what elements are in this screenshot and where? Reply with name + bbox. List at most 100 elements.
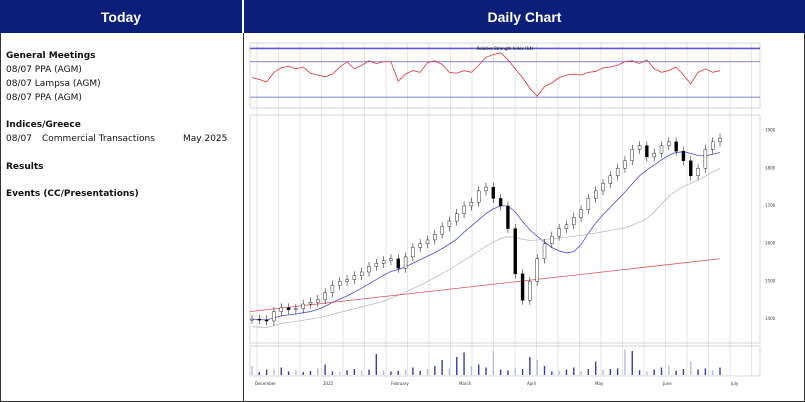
volume-bar (616, 368, 619, 375)
candle-body (367, 266, 371, 273)
candle-body (257, 318, 262, 321)
indices-heading: Indices/Greece (6, 120, 81, 130)
x-axis-label: 2025 (323, 381, 334, 386)
volume-bar (682, 369, 685, 375)
candle-body (286, 307, 291, 310)
volume-bar (331, 371, 334, 375)
volume-bar (719, 367, 721, 375)
index-period: May 2025 (183, 134, 228, 144)
candle-body (652, 152, 656, 158)
candle-body (433, 234, 437, 241)
volume-bar (507, 370, 509, 375)
volume-bar (543, 366, 546, 375)
candle-body (352, 275, 357, 280)
volume-bar (463, 352, 465, 375)
x-axis-label: December (255, 381, 276, 386)
candle-body (374, 263, 379, 267)
daily-chart-title: Daily Chart (487, 8, 562, 25)
candle-body (338, 281, 342, 286)
index-name: Commercial Transactions (42, 134, 155, 144)
volume-bar (368, 369, 370, 375)
rsi-frame (249, 42, 761, 109)
volume-bar (638, 370, 641, 375)
candle-body (586, 198, 591, 210)
volume-bar (295, 370, 297, 375)
volume-bar (646, 371, 648, 375)
volume-bar (412, 367, 414, 375)
y-tick-label: 1700 (765, 203, 776, 208)
candle-body (674, 141, 678, 152)
x-axis-label: March (459, 381, 472, 386)
candle-body (264, 319, 269, 322)
volume-bar (470, 366, 473, 375)
volume-bar (594, 361, 597, 375)
volume-bar (653, 369, 655, 375)
y-tick-label: 1400 (765, 316, 776, 321)
candle-body (601, 183, 605, 192)
candle-body (491, 186, 496, 199)
candle-body (272, 311, 276, 322)
y-tick-label: 1500 (765, 278, 776, 283)
volume-bar (456, 357, 458, 375)
candle-body (630, 149, 634, 161)
rsi-title: Relative Strength Index (14) (477, 46, 534, 51)
candle-body (542, 243, 547, 259)
x-axis-label: May (595, 381, 604, 386)
volume-bar (353, 369, 356, 375)
volume-bar (339, 372, 341, 375)
rsi-line (251, 52, 721, 97)
volume-bar (397, 370, 399, 375)
volume-bar (580, 370, 582, 375)
candle-body (689, 160, 693, 177)
today-header: Today (0, 0, 242, 33)
volume-bar (536, 360, 538, 375)
candle-body (535, 258, 539, 282)
volume-bar (419, 370, 421, 375)
volume-bar (346, 370, 348, 375)
candle-body (418, 243, 422, 248)
candle-body (579, 209, 583, 218)
price-frame (249, 114, 761, 344)
y-tick-label: 1900 (765, 128, 776, 133)
index-date: 08/07 (6, 134, 32, 144)
candle-body (593, 190, 598, 199)
candle-body (681, 151, 686, 161)
volume-bar (675, 370, 677, 375)
candle-body (520, 273, 525, 301)
volume-bar (280, 367, 282, 375)
volume-bar (287, 371, 290, 375)
candle-body (564, 224, 569, 229)
volume-bar (258, 372, 261, 375)
candle-body (710, 141, 715, 150)
candle-body (411, 247, 415, 258)
candle-body (330, 284, 335, 293)
candle-body (703, 149, 708, 169)
x-axis-label: February (391, 381, 409, 386)
candle-body (718, 137, 722, 143)
y-tick-label: 1600 (765, 241, 776, 246)
volume-bar (660, 367, 663, 375)
volume-bar (477, 364, 480, 375)
volume-bar (704, 368, 707, 375)
candle-body (623, 160, 627, 169)
candle-body (484, 186, 488, 192)
volume-bar (668, 366, 670, 375)
candle-body (469, 202, 474, 207)
volume-bar (529, 357, 531, 375)
candle-body (455, 213, 459, 222)
candle-body (425, 239, 430, 244)
daily-chart: Relative Strength Index (14) 1400 1500 1600… (249, 42, 776, 386)
candle-body (557, 228, 561, 237)
volume-bar (448, 368, 451, 375)
volume-bar (624, 349, 626, 375)
general-meetings-heading: General Meetings (6, 51, 96, 61)
candle-body (301, 303, 305, 309)
volume-bar (587, 369, 590, 375)
meeting-item: 08/07 PPA (AGM) (6, 65, 82, 75)
candle-body (381, 260, 386, 264)
volume-bar (521, 369, 524, 375)
volume-bar (514, 367, 516, 375)
volume-bar (273, 369, 275, 375)
candle-body (316, 299, 320, 303)
ma-mid-line (251, 168, 721, 328)
